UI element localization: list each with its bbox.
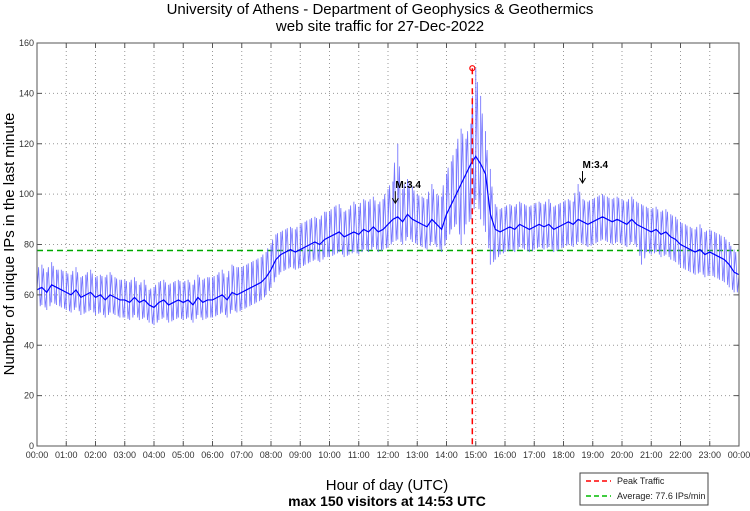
x-tick-label: 00:00 (728, 450, 750, 460)
y-tick-label: 80 (24, 240, 34, 250)
x-tick-label: 02:00 (84, 450, 107, 460)
y-tick-label: 40 (24, 340, 34, 350)
legend-box (579, 472, 709, 506)
x-tick-label: 11:00 (348, 450, 370, 460)
max-visitors-note: max 150 visitors at 14:53 UTC (288, 493, 486, 509)
x-tick-label: 13:00 (406, 450, 429, 460)
peak-layer (469, 65, 476, 446)
x-tick-label: 21:00 (640, 450, 663, 460)
legend-peak-label: Peak Traffic (617, 476, 665, 486)
x-tick-label: 10:00 (318, 450, 341, 460)
x-tick-label: 03:00 (113, 450, 136, 460)
series-layer (36, 68, 740, 326)
y-tick-label: 100 (19, 189, 34, 199)
x-tick-label: 18:00 (552, 450, 575, 460)
x-tick-label: 05:00 (172, 450, 195, 460)
series-line (36, 155, 740, 309)
annotation-arrow-head (391, 197, 399, 205)
x-tick-label: 08:00 (260, 450, 283, 460)
x-tick-label: 07:00 (230, 450, 253, 460)
x-tick-label: 17:00 (523, 450, 546, 460)
annotation-layer: M:3.4 M:3.4 (391, 160, 609, 205)
legend-average-label: Average: 77.6 IPs/min (617, 491, 705, 501)
annotation-arrow-head (579, 177, 586, 185)
x-tick-label: 01:00 (55, 450, 78, 460)
x-tick-label: 09:00 (289, 450, 312, 460)
y-tick-label: 20 (24, 391, 34, 401)
earthquake-annotation-label: M:3.4 (583, 160, 609, 171)
x-axis-ticks: 00:00 01:00 02:00 03:00 04:00 05:00 06:00 07:00… (26, 43, 750, 460)
y-tick-label: 120 (19, 139, 34, 149)
y-axis-label: Number of unique IPs in the last minute (1, 113, 18, 376)
x-tick-label: 14:00 (435, 450, 458, 460)
y-tick-label: 0 (29, 441, 34, 451)
x-tick-label: 12:00 (377, 450, 400, 460)
x-tick-label: 19:00 (581, 450, 604, 460)
peak-marker (469, 65, 476, 72)
y-tick-label: 160 (19, 38, 34, 48)
x-tick-label: 22:00 (669, 450, 692, 460)
y-tick-label: 60 (24, 290, 34, 300)
legend: Peak Traffic Average: 77.6 IPs/min (579, 472, 709, 506)
y-axis-ticks: 0 20 40 60 80 100 120 140 160 (19, 38, 739, 451)
chart-title: University of Athens - Department of Geo… (167, 1, 594, 18)
x-axis-label: Hour of day (UTC) (326, 477, 449, 494)
x-tick-label: 04:00 (143, 450, 166, 460)
x-tick-label: 06:00 (201, 450, 224, 460)
x-tick-label: 15:00 (464, 450, 487, 460)
x-tick-label: 16:00 (494, 450, 517, 460)
x-tick-label: 00:00 (26, 450, 49, 460)
chart-subtitle: web site traffic for 27-Dec-2022 (275, 18, 484, 35)
y-tick-label: 140 (19, 88, 34, 98)
x-tick-label: 20:00 (611, 450, 634, 460)
earthquake-annotation-label: M:3.4 (395, 180, 421, 191)
x-tick-label: 23:00 (698, 450, 721, 460)
